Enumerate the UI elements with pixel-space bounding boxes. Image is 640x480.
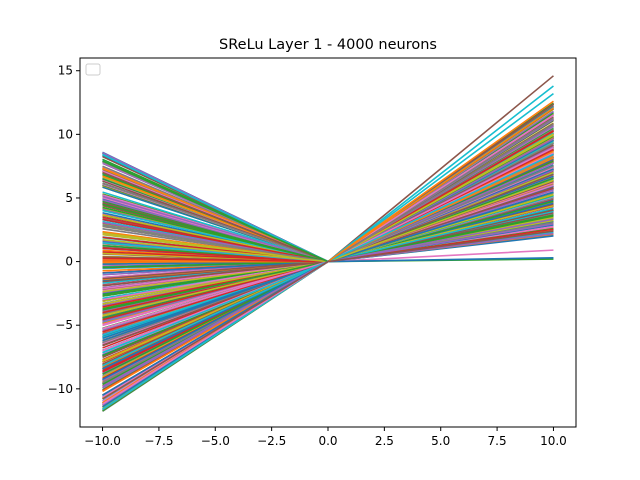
x-tick-label: −10.0 xyxy=(84,434,121,448)
chart-title: SReLu Layer 1 - 4000 neurons xyxy=(219,37,437,53)
x-tick-label: 10.0 xyxy=(540,434,567,448)
x-tick-label: −7.5 xyxy=(144,434,173,448)
series-layer xyxy=(102,75,554,412)
x-tick-label: 0.0 xyxy=(318,434,337,448)
y-tick-label: 0 xyxy=(65,255,73,269)
x-tick-label: 2.5 xyxy=(375,434,394,448)
axes: −10.0 −7.5 −5.0 −2.5 0.0 2.5 5.0 7.5 10.0 −10 −5 0 5… xyxy=(48,57,577,448)
y-tick-label: 5 xyxy=(65,191,73,205)
x-tick-label: −5.0 xyxy=(201,434,230,448)
x-tick-label: 5.0 xyxy=(431,434,450,448)
neuron-line-extreme xyxy=(102,230,554,400)
legend-box xyxy=(85,63,101,76)
x-tick-label: 7.5 xyxy=(488,434,507,448)
y-tick-label: −5 xyxy=(55,318,73,332)
x-tick-label: −2.5 xyxy=(257,434,286,448)
legend xyxy=(85,63,101,76)
y-tick-label: −10 xyxy=(48,382,73,396)
y-tick-label: 15 xyxy=(58,64,73,78)
y-tick-label: 10 xyxy=(58,127,73,141)
